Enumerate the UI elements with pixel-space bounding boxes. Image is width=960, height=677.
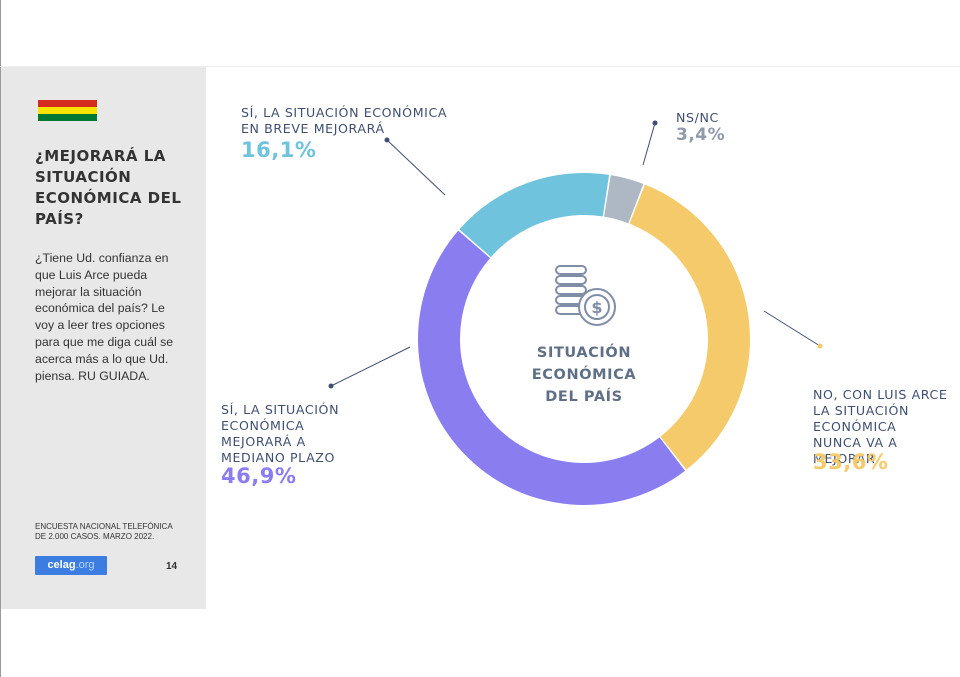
flag-stripe-green: [38, 114, 97, 121]
leader-breve-dot: [384, 137, 390, 143]
leader-mediano: [330, 346, 411, 387]
slice-mediano: [418, 230, 686, 506]
flag-stripe-red: [38, 100, 97, 107]
leader-mediano-dot: [328, 383, 334, 389]
label-mediano: SÍ, LA SITUACIÓN ECONÓMICA MEJORARÁ A ME…: [221, 402, 340, 465]
slice-breve: [459, 173, 610, 258]
leader-nsnc: [642, 122, 656, 166]
celag-logo: celag.org: [35, 556, 107, 575]
coins-dollar-icon: $: [555, 265, 616, 326]
donut-chart: $: [328, 120, 823, 506]
label-nunca: NO, CON LUIS ARCE LA SITUACIÓN ECONÓMICA…: [813, 387, 948, 466]
value-mediano: 46,9%: [221, 464, 297, 488]
slice-nunca: [629, 184, 750, 470]
top-divider: [0, 66, 960, 67]
flag-stripe-yellow: [38, 107, 97, 114]
value-nunca: 33,6%: [813, 450, 889, 474]
value-nsnc: 3,4%: [676, 125, 726, 145]
leader-nsnc-dot: [652, 120, 658, 126]
center-label: SITUACIÓN ECONÓMICA DEL PAÍS: [531, 345, 637, 405]
page-number: 14: [166, 561, 178, 572]
sidebar: ¿MEJORARÁ LA SITUACIÓN ECONÓMICA DEL PAÍ…: [1, 67, 206, 609]
logo-suffix: .org: [75, 559, 95, 571]
svg-text:$: $: [591, 298, 602, 317]
bolivia-flag-icon: [38, 100, 97, 121]
leader-lines: [328, 120, 823, 389]
page-edge: [0, 0, 1, 677]
survey-question: ¿Tiene Ud. confianza en que Luis Arce pu…: [35, 251, 174, 383]
value-breve: 16,1%: [241, 138, 317, 162]
leader-nunca-dot: [817, 343, 823, 349]
logo-main: celag: [47, 559, 76, 571]
survey-source: ENCUESTA NACIONAL TELEFÓNICA DE 2.000 CA…: [35, 522, 173, 541]
label-nsnc: NS/NC: [676, 110, 719, 125]
donut-slices: [418, 173, 750, 506]
leader-breve: [386, 139, 446, 196]
leader-nunca: [763, 310, 821, 347]
label-breve: SÍ, LA SITUACIÓN ECONÓMICA EN BREVE MEJO…: [241, 105, 448, 136]
page-title: ¿MEJORARÁ LA SITUACIÓN ECONÓMICA DEL PAÍ…: [35, 147, 182, 228]
slice-nsnc: [604, 175, 644, 224]
